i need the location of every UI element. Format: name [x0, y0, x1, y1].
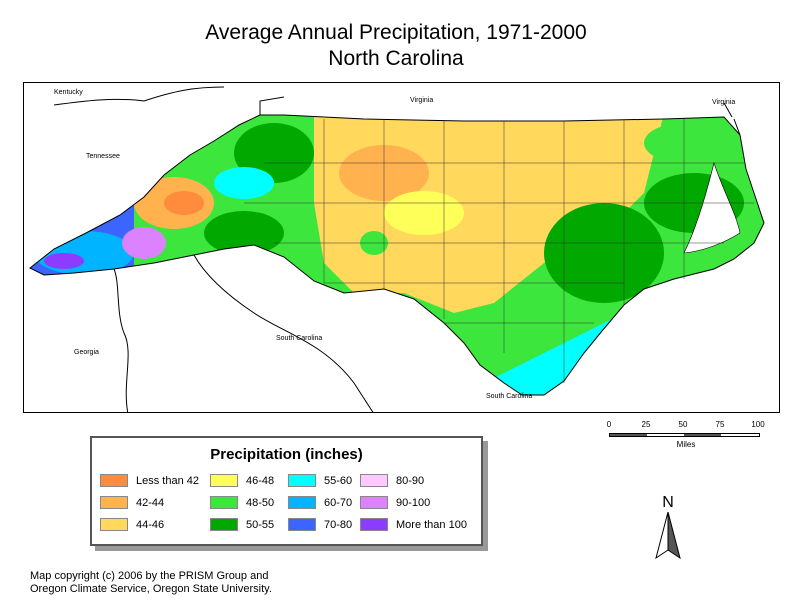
legend-swatch — [288, 474, 316, 487]
neighbor-label-georgia: Georgia — [74, 349, 99, 356]
legend-swatch — [360, 518, 388, 531]
neighbor-label-virginia: Virginia — [410, 97, 434, 104]
north-label: N — [662, 494, 674, 511]
neighbor-label-tennessee: Tennessee — [86, 153, 120, 160]
map-credit: Map copyright (c) 2006 by the PRISM Grou… — [30, 570, 272, 596]
state-borders — [53, 86, 741, 412]
legend-label: 44-46 — [136, 519, 165, 531]
scale-tick: 100 — [751, 420, 765, 429]
scale-tick: 75 — [715, 420, 725, 429]
south-carolina-border — [193, 254, 374, 412]
map-title: Average Annual Precipitation, 1971-2000 — [205, 21, 587, 44]
legend-label: 90-100 — [396, 497, 431, 509]
legend-swatch — [360, 474, 388, 487]
scale-bar-graphic — [609, 433, 760, 437]
legend-label: More than 100 — [396, 519, 467, 531]
kentucky-border — [53, 86, 225, 106]
legend-label: 55-60 — [324, 475, 353, 487]
precipitation-zones — [30, 115, 764, 395]
legend-swatch — [100, 474, 128, 487]
georgia-border — [113, 268, 129, 412]
north-carolina-outline — [29, 114, 765, 396]
map-subtitle: North Carolina — [328, 47, 464, 70]
credit-line-2: Oregon Climate Service, Oregon State Uni… — [30, 583, 272, 595]
legend-swatch — [288, 518, 316, 531]
scale-tick: 50 — [678, 420, 688, 429]
legend-label: 50-55 — [246, 519, 275, 531]
virginia-tennessee-line — [259, 96, 285, 115]
legend-swatch — [210, 518, 238, 531]
neighbor-label-south-carolina: South Carolina — [276, 335, 323, 342]
legend-title: Precipitation (inches) — [210, 446, 363, 463]
legend-label: Less than 42 — [136, 475, 199, 487]
legend-label: 60-70 — [324, 497, 353, 509]
neighbor-label-virginia-coast: Virginia — [712, 99, 736, 106]
legend-label: 70-80 — [324, 519, 353, 531]
scale-units: Miles — [676, 440, 696, 449]
legend-swatch — [210, 474, 238, 487]
legend-label: 42-44 — [136, 497, 165, 509]
legend-label: 46-48 — [246, 475, 275, 487]
map-frame: Kentucky Virginia Virginia Tennessee Sou… — [23, 82, 780, 413]
legend-swatch — [360, 496, 388, 509]
legend-swatch — [100, 518, 128, 531]
scale-tick: 0 — [606, 420, 612, 429]
legend-label: 80-90 — [396, 475, 425, 487]
legend: Precipitation (inches) Less than 42 42-44… — [90, 436, 483, 546]
neighbor-label-south-carolina-coast: South Carolina — [486, 393, 533, 400]
legend-swatch — [210, 496, 238, 509]
legend-swatch — [100, 496, 128, 509]
north-arrow-icon: N — [652, 494, 684, 560]
credit-line-1: Map copyright (c) 2006 by the PRISM Grou… — [30, 570, 269, 582]
precipitation-map — [29, 86, 765, 412]
virginia-coast — [723, 102, 741, 136]
north-arrow-graphic — [655, 512, 681, 560]
scale-bar: 0 25 50 75 100 Miles — [606, 420, 766, 450]
scale-tick: 25 — [641, 420, 651, 429]
county-lines — [244, 119, 754, 383]
legend-swatch — [288, 496, 316, 509]
neighbor-label-kentucky: Kentucky — [54, 89, 83, 96]
pamlico-sound — [683, 161, 741, 254]
legend-label: 48-50 — [246, 497, 275, 509]
